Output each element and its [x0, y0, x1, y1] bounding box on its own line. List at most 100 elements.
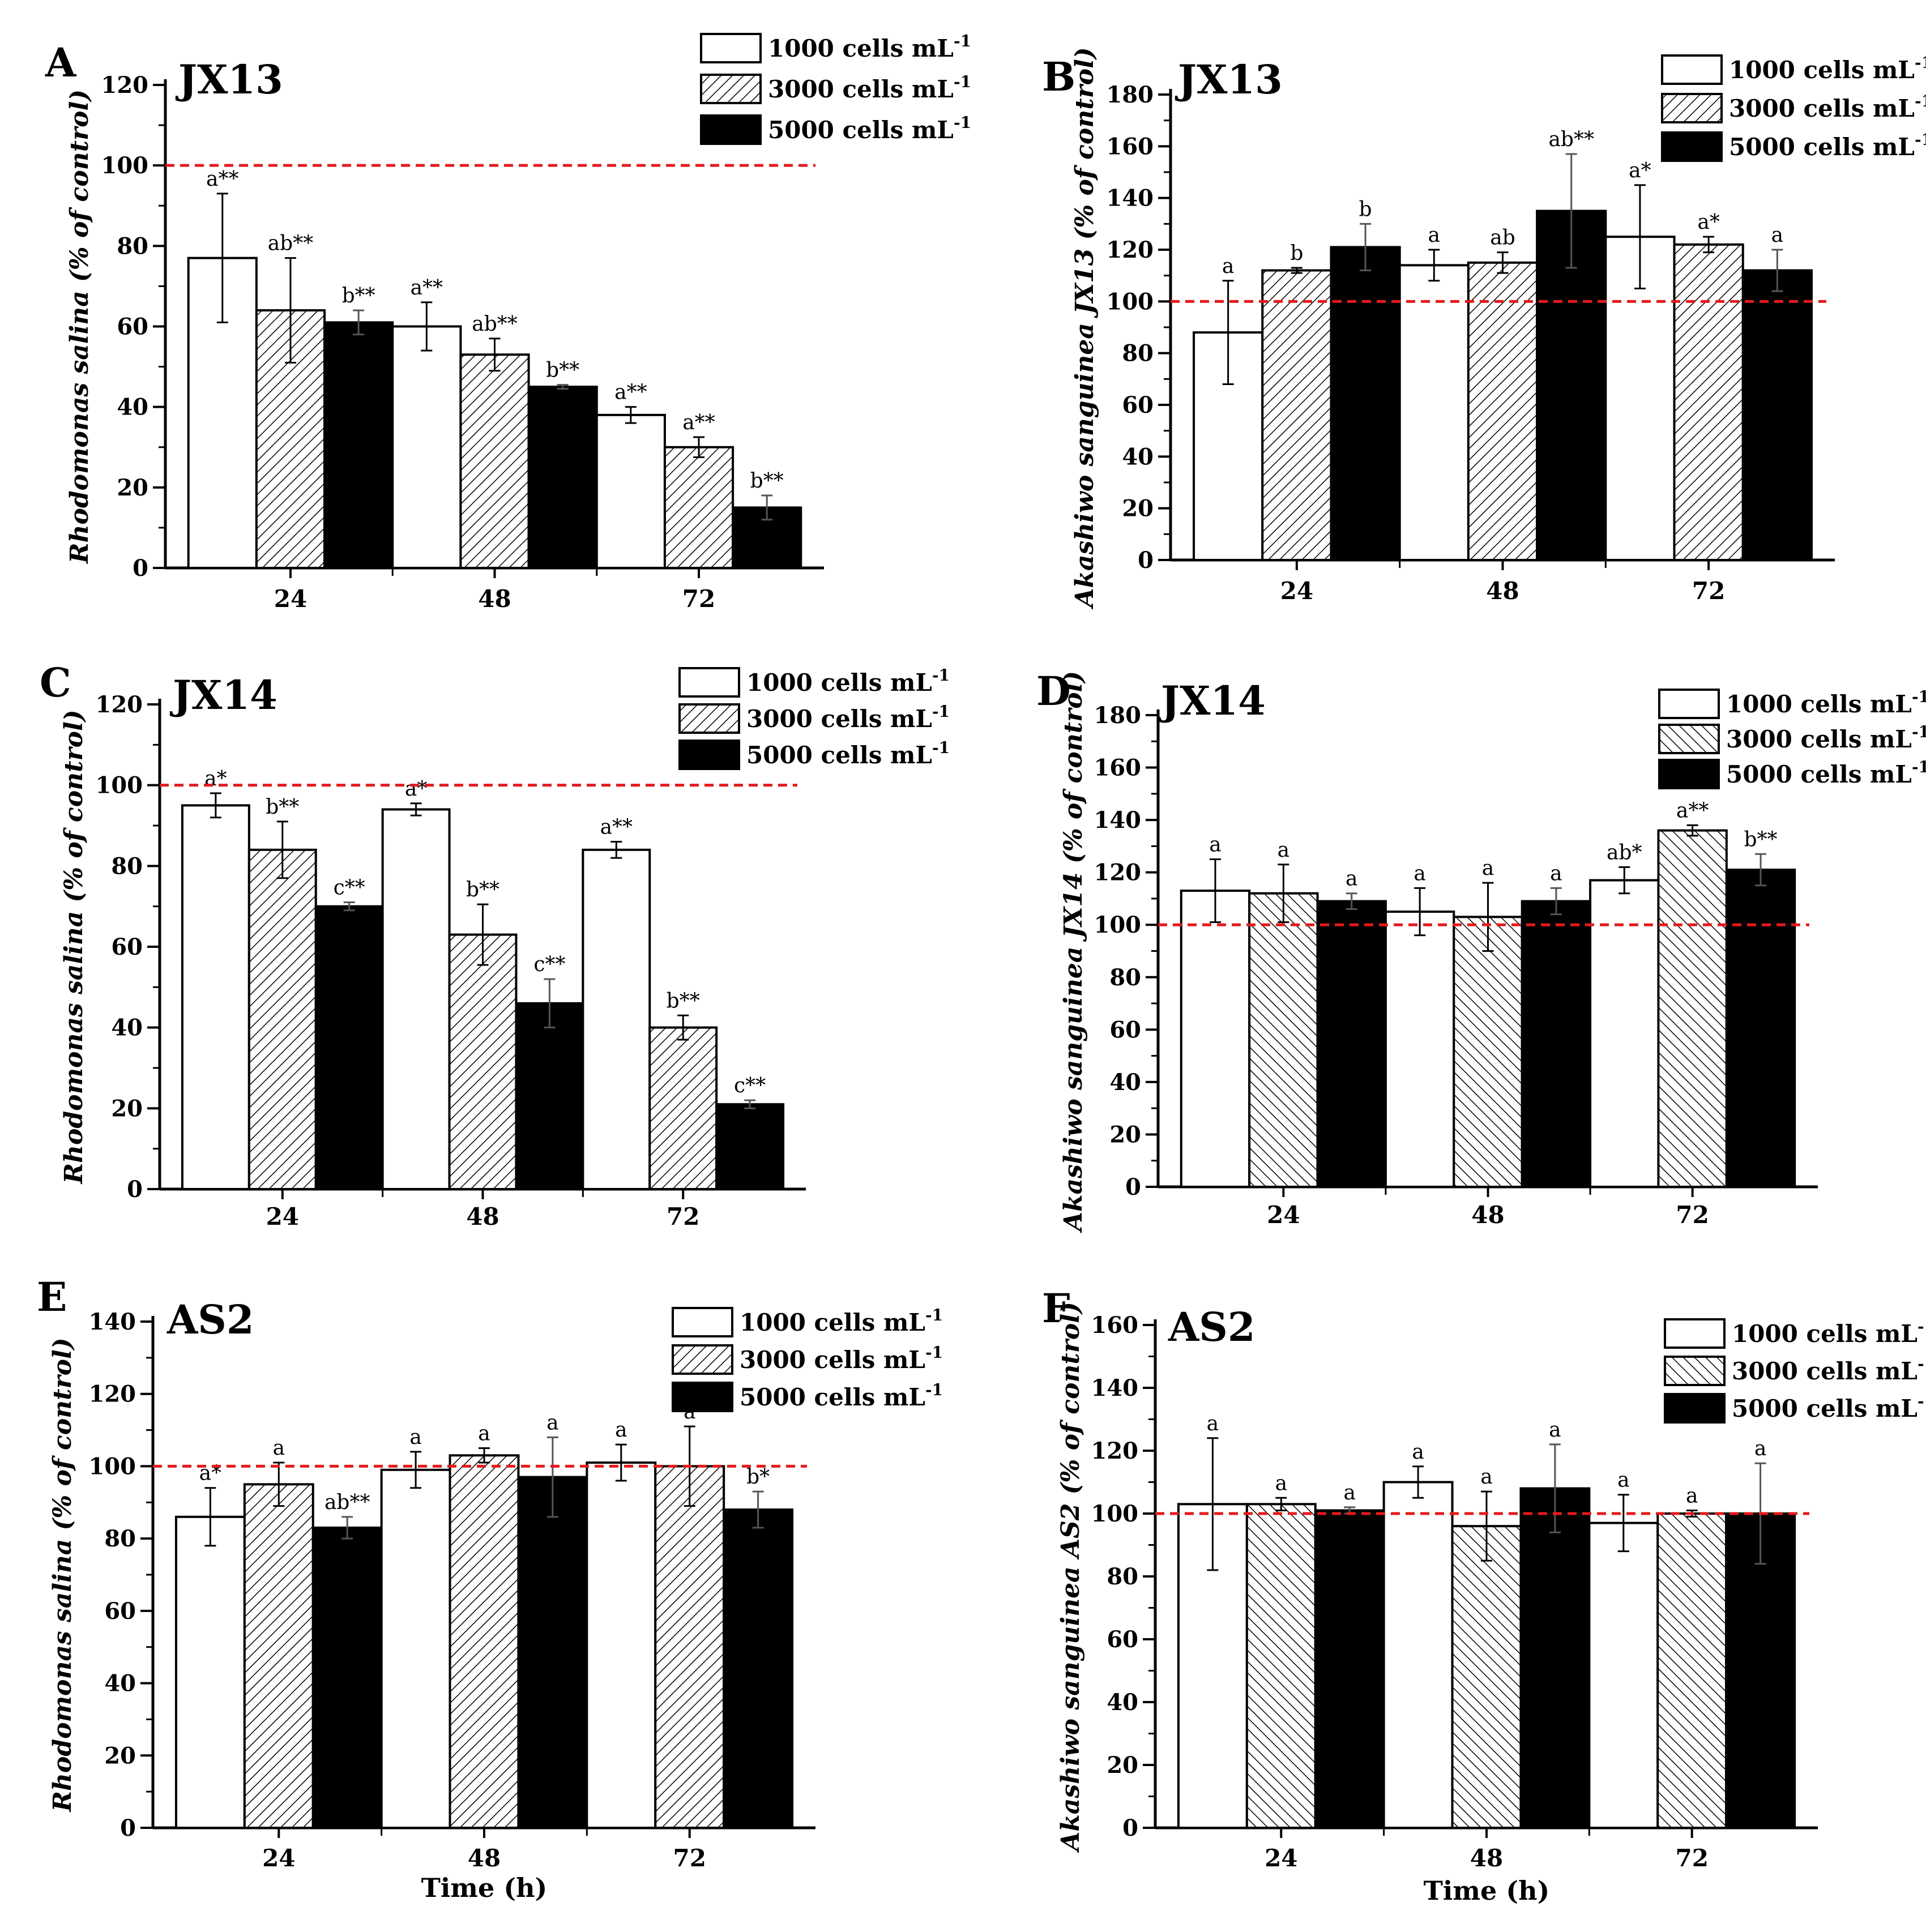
y-axis-label: Rhodomonas salina (% of control) — [48, 1337, 77, 1813]
y-tick-label: 80 — [1109, 964, 1141, 991]
legend-label: 3000 cells mL-1 — [1726, 723, 1926, 753]
significance-label: a* — [405, 777, 427, 801]
significance-label: b** — [342, 284, 375, 307]
bar-e-s1 — [380, 1468, 451, 1829]
bar-e-s3 — [723, 1508, 794, 1829]
bar-e-s2 — [449, 1454, 520, 1830]
significance-label: a — [478, 1422, 490, 1446]
significance-label: c** — [533, 953, 565, 976]
legend-swatch — [1661, 93, 1723, 123]
significance-label: a — [409, 1426, 421, 1449]
significance-label: a — [1209, 834, 1221, 857]
legend-swatch — [700, 33, 762, 63]
significance-label: ab** — [268, 232, 314, 255]
significance-label: ab* — [1607, 841, 1642, 864]
y-tick-label: 120 — [1094, 860, 1142, 886]
x-tick-label: 48 — [478, 585, 511, 613]
y-tick-label: 100 — [101, 152, 149, 179]
significance-label: b** — [667, 989, 700, 1012]
y-tick-label: 40 — [1109, 1069, 1141, 1096]
panel-label: A — [45, 39, 77, 86]
significance-label: a — [1428, 224, 1440, 247]
bar-c-s1 — [381, 808, 451, 1190]
legend-swatch — [672, 1382, 733, 1412]
bar-c-s1 — [181, 804, 250, 1191]
legend-swatch — [678, 703, 740, 734]
significance-label: a — [1617, 1469, 1629, 1492]
bar-f-s3 — [1314, 1509, 1385, 1829]
panel-b: B JX13 Akashiwo sanguinea JX13 (% of contr… — [1042, 47, 1926, 609]
x-tick-label: 24 — [1280, 577, 1313, 605]
significance-label: b** — [466, 878, 499, 901]
panel-title: JX13 — [175, 56, 283, 103]
legend-swatch — [1664, 1356, 1726, 1386]
bar-c-s1 — [582, 848, 651, 1191]
significance-label: c** — [734, 1074, 766, 1097]
legend-label: 5000 cells mL-1 — [1726, 758, 1926, 788]
y-tick-label: 20 — [104, 1742, 136, 1769]
significance-label: a — [1275, 1472, 1287, 1495]
bar-a-s1 — [187, 257, 258, 569]
significance-label: a* — [1697, 211, 1719, 234]
significance-label: b** — [750, 469, 784, 493]
y-tick-label: 0 — [1138, 547, 1154, 574]
y-tick-label: 120 — [1091, 1438, 1139, 1464]
legend-label: 5000 cells mL-1 — [740, 1380, 943, 1411]
x-tick-label: 24 — [266, 1203, 299, 1230]
panel-label: E — [37, 1273, 67, 1320]
y-axis-label: Rhodomonas salina (% of control) — [65, 89, 94, 565]
significance-label: a — [1771, 224, 1783, 247]
significance-label: a** — [206, 168, 238, 191]
significance-label: b** — [266, 796, 299, 819]
bar-d-s3 — [1725, 869, 1796, 1189]
x-tick-label: 72 — [667, 1203, 699, 1230]
x-tick-label: 72 — [1676, 1201, 1709, 1229]
panel-f: F AS2 Akashiwo sanguinea AS2 (% of control… — [1042, 1285, 1926, 1906]
bar-d-s1 — [1384, 911, 1455, 1189]
legend-swatch — [1658, 724, 1720, 754]
legend: 1000 cells mL-1 3000 cells mL-1 5000 cells… — [678, 666, 950, 770]
y-tick-label: 0 — [133, 555, 148, 582]
y-tick-label: 0 — [1125, 1174, 1141, 1200]
y-tick-label: 80 — [1107, 1563, 1138, 1590]
legend-label: 1000 cells mL-1 — [768, 32, 971, 62]
y-tick-label: 120 — [1107, 237, 1154, 263]
panel-c: C JX14 Rhodomonas salina (% of control) 0 20… — [40, 659, 950, 1230]
y-tick-label: 20 — [1109, 1121, 1141, 1148]
bar-d-s2 — [1453, 916, 1523, 1188]
y-tick-label: 60 — [1107, 1626, 1138, 1653]
legend-swatch — [672, 1307, 733, 1337]
x-tick-label: 72 — [1692, 577, 1725, 605]
panel-title: JX14 — [1158, 677, 1266, 724]
y-tick-label: 100 — [1094, 912, 1142, 938]
x-tick-label: 72 — [673, 1844, 706, 1872]
x-axis-label: Time (h) — [421, 1873, 548, 1903]
x-tick-label: 48 — [1471, 1201, 1504, 1229]
legend-label: 5000 cells mL-1 — [746, 738, 950, 769]
y-tick-label: 180 — [1107, 82, 1154, 108]
significance-label: a — [615, 1418, 627, 1442]
significance-label: a — [1346, 867, 1357, 891]
legend-label: 3000 cells mL-1 — [1732, 1354, 1926, 1385]
bar-d-s2 — [1248, 892, 1319, 1188]
significance-label: a** — [682, 411, 715, 434]
bar-e-s1 — [586, 1461, 657, 1830]
y-tick-label: 60 — [1109, 1016, 1141, 1043]
significance-label: a** — [1676, 799, 1709, 822]
y-tick-label: 60 — [111, 934, 143, 960]
panel-a: A JX13 Rhodomonas salina (% of control) 0 20… — [45, 32, 971, 613]
legend-label: 1000 cells mL-1 — [1729, 53, 1926, 84]
legend-label: 5000 cells mL-1 — [1732, 1392, 1926, 1422]
bar-a-s3 — [527, 386, 598, 569]
y-tick-label: 40 — [117, 394, 148, 421]
bar-d-s3 — [1316, 900, 1387, 1189]
y-tick-label: 20 — [111, 1095, 143, 1122]
panel-label: D — [1036, 668, 1071, 715]
significance-label: a — [546, 1411, 558, 1434]
bar-e-s1 — [174, 1515, 246, 1830]
panel-title: AS2 — [1168, 1303, 1255, 1350]
y-tick-label: 160 — [1091, 1312, 1139, 1339]
significance-label: b* — [746, 1465, 770, 1489]
bar-f-s1 — [1382, 1481, 1454, 1829]
